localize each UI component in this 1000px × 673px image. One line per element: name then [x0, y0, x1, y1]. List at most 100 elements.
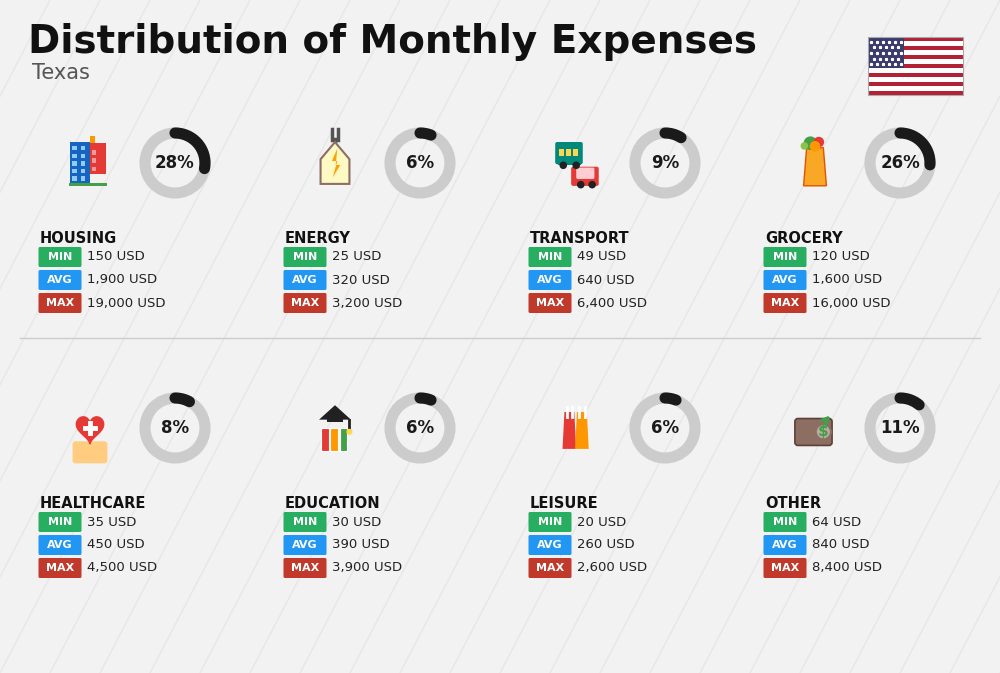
FancyBboxPatch shape [528, 558, 572, 578]
FancyBboxPatch shape [284, 247, 326, 267]
FancyBboxPatch shape [764, 558, 806, 578]
FancyBboxPatch shape [72, 169, 77, 173]
FancyBboxPatch shape [80, 161, 85, 166]
Text: 1,600 USD: 1,600 USD [812, 273, 882, 287]
Text: ENERGY: ENERGY [285, 231, 351, 246]
Text: 1,900 USD: 1,900 USD [87, 273, 157, 287]
Text: Texas: Texas [32, 63, 90, 83]
FancyBboxPatch shape [868, 37, 904, 68]
FancyBboxPatch shape [559, 149, 564, 156]
Text: TRANSPORT: TRANSPORT [530, 231, 630, 246]
FancyBboxPatch shape [528, 270, 572, 290]
Text: 9%: 9% [651, 154, 679, 172]
FancyBboxPatch shape [92, 158, 96, 163]
FancyBboxPatch shape [284, 512, 326, 532]
Polygon shape [563, 412, 576, 449]
FancyBboxPatch shape [528, 535, 572, 555]
FancyBboxPatch shape [528, 512, 572, 532]
FancyBboxPatch shape [38, 293, 82, 313]
Text: HEALTHCARE: HEALTHCARE [40, 496, 146, 511]
FancyBboxPatch shape [92, 150, 96, 155]
FancyBboxPatch shape [69, 183, 107, 186]
FancyBboxPatch shape [38, 270, 82, 290]
Text: 30 USD: 30 USD [332, 516, 381, 528]
Text: 260 USD: 260 USD [577, 538, 635, 551]
Text: 6%: 6% [651, 419, 679, 437]
FancyBboxPatch shape [868, 86, 963, 91]
Text: MIN: MIN [48, 252, 72, 262]
FancyBboxPatch shape [764, 293, 806, 313]
Text: 8%: 8% [161, 419, 189, 437]
Text: MAX: MAX [291, 298, 319, 308]
Text: MIN: MIN [293, 517, 317, 527]
Text: AVG: AVG [47, 275, 73, 285]
Text: AVG: AVG [537, 540, 563, 550]
Circle shape [559, 162, 567, 169]
Text: 16,000 USD: 16,000 USD [812, 297, 891, 310]
Text: 8,400 USD: 8,400 USD [812, 561, 882, 575]
Text: EDUCATION: EDUCATION [285, 496, 381, 511]
FancyBboxPatch shape [868, 55, 963, 59]
Text: MAX: MAX [46, 298, 74, 308]
Text: MAX: MAX [46, 563, 74, 573]
Text: MIN: MIN [773, 517, 797, 527]
Text: OTHER: OTHER [765, 496, 821, 511]
Text: AVG: AVG [537, 275, 563, 285]
Polygon shape [804, 148, 826, 186]
Text: AVG: AVG [47, 540, 73, 550]
Text: 19,000 USD: 19,000 USD [87, 297, 166, 310]
Polygon shape [319, 405, 351, 420]
FancyBboxPatch shape [528, 293, 572, 313]
Text: MIN: MIN [538, 517, 562, 527]
FancyBboxPatch shape [327, 418, 343, 422]
FancyBboxPatch shape [795, 419, 832, 446]
Text: AVG: AVG [292, 540, 318, 550]
Text: MAX: MAX [771, 563, 799, 573]
FancyBboxPatch shape [80, 146, 85, 151]
FancyBboxPatch shape [555, 142, 583, 164]
Circle shape [346, 429, 352, 435]
Polygon shape [321, 142, 349, 184]
FancyBboxPatch shape [340, 428, 347, 451]
Text: AVG: AVG [772, 540, 798, 550]
FancyBboxPatch shape [72, 146, 77, 151]
FancyBboxPatch shape [72, 153, 77, 158]
FancyBboxPatch shape [92, 167, 96, 172]
Text: 4,500 USD: 4,500 USD [87, 561, 157, 575]
Text: 11%: 11% [880, 419, 920, 437]
FancyBboxPatch shape [868, 46, 963, 50]
FancyBboxPatch shape [558, 161, 581, 166]
Text: 2,600 USD: 2,600 USD [577, 561, 647, 575]
Circle shape [801, 142, 808, 149]
Text: 120 USD: 120 USD [812, 250, 870, 264]
Circle shape [577, 181, 585, 188]
Text: 25 USD: 25 USD [332, 250, 381, 264]
FancyBboxPatch shape [38, 512, 82, 532]
FancyBboxPatch shape [72, 161, 77, 166]
FancyBboxPatch shape [38, 535, 82, 555]
FancyBboxPatch shape [284, 270, 326, 290]
FancyBboxPatch shape [868, 42, 963, 46]
Text: Distribution of Monthly Expenses: Distribution of Monthly Expenses [28, 23, 757, 61]
Text: 3,900 USD: 3,900 USD [332, 561, 402, 575]
Text: MIN: MIN [48, 517, 72, 527]
Circle shape [804, 137, 817, 150]
Text: MAX: MAX [291, 563, 319, 573]
Text: MAX: MAX [771, 298, 799, 308]
FancyBboxPatch shape [868, 81, 963, 86]
FancyBboxPatch shape [38, 558, 82, 578]
FancyBboxPatch shape [571, 167, 599, 186]
FancyBboxPatch shape [868, 59, 963, 64]
FancyBboxPatch shape [528, 247, 572, 267]
FancyBboxPatch shape [764, 270, 806, 290]
FancyBboxPatch shape [80, 153, 85, 158]
Text: 35 USD: 35 USD [87, 516, 136, 528]
Text: 640 USD: 640 USD [577, 273, 635, 287]
Circle shape [810, 141, 820, 151]
FancyBboxPatch shape [868, 91, 963, 95]
Text: GROCERY: GROCERY [765, 231, 843, 246]
Text: 26%: 26% [880, 154, 920, 172]
FancyBboxPatch shape [576, 168, 594, 179]
Circle shape [813, 137, 824, 147]
Text: 3,200 USD: 3,200 USD [332, 297, 402, 310]
